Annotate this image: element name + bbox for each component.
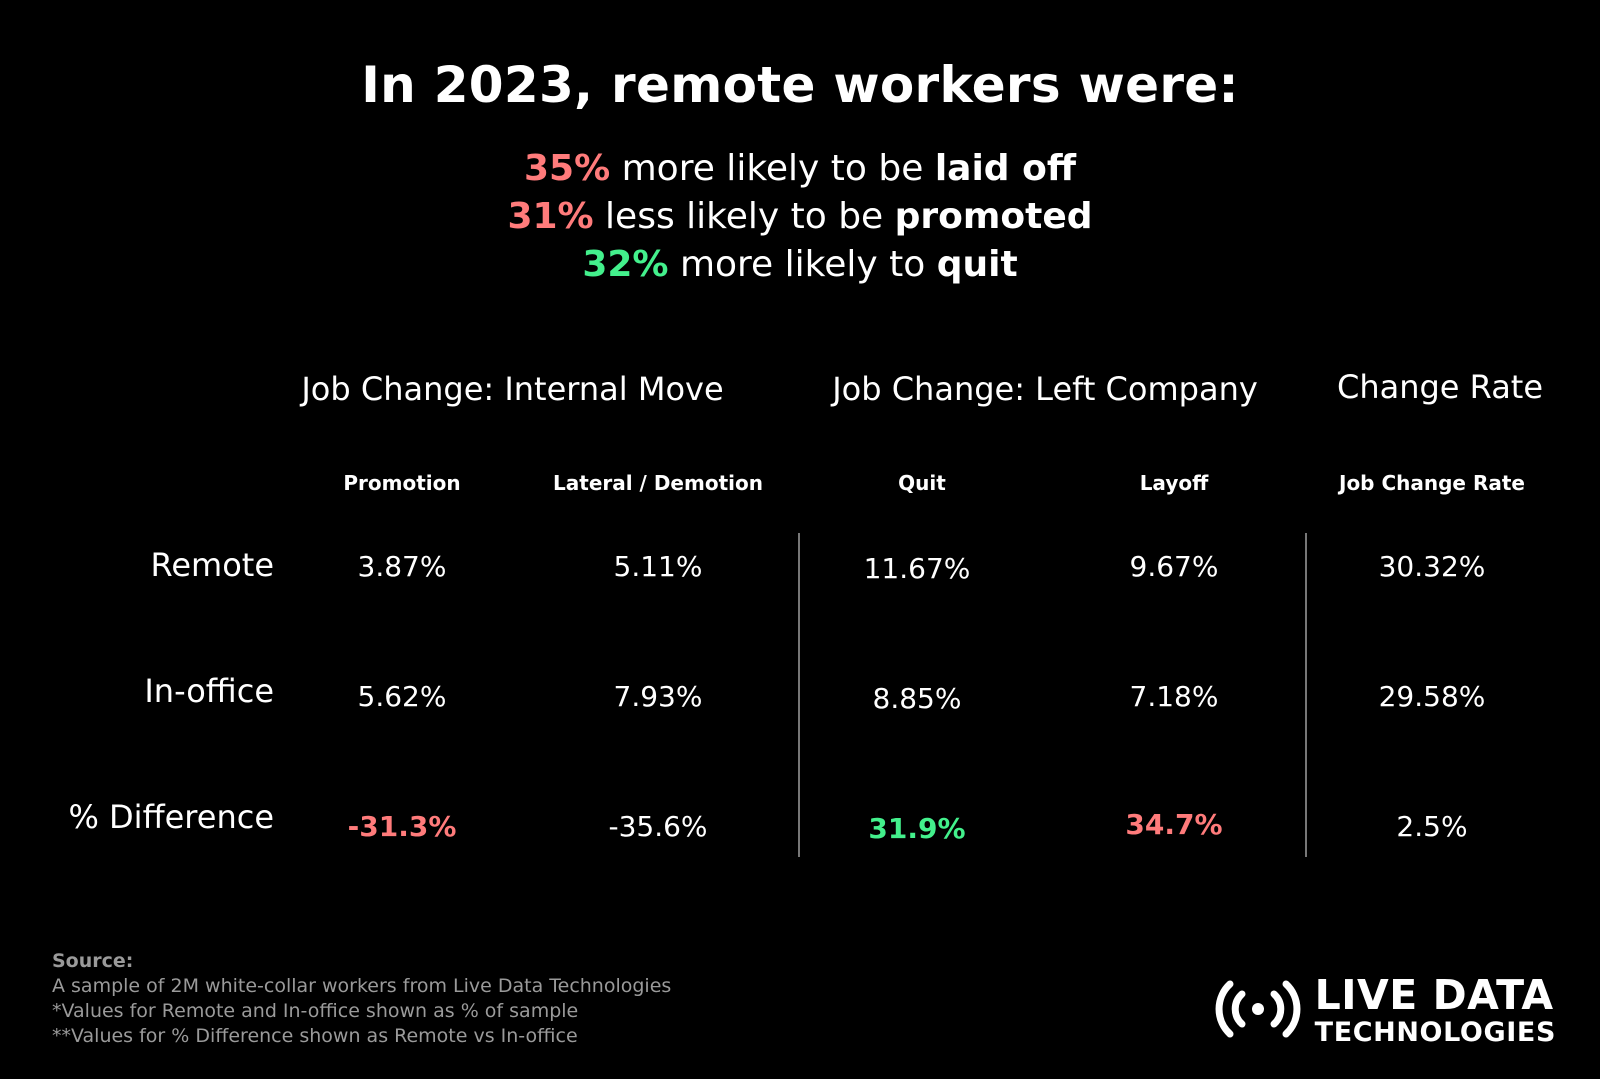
stat-text: more likely to [668, 244, 937, 285]
table-cell: 7.93% [613, 680, 703, 713]
table-cell: 3.87% [357, 550, 447, 583]
headline: In 2023, remote workers were: [361, 56, 1239, 114]
table-cell: 5.62% [357, 680, 447, 713]
column-header-quit: Quit [898, 471, 946, 495]
table-cell: -35.6% [608, 810, 708, 843]
stat-text: more likely to be [610, 148, 935, 189]
table-cell: 30.32% [1378, 550, 1486, 583]
column-header-lateral-demotion: Lateral / Demotion [553, 471, 763, 495]
column-header-job-change-rate: Job Change Rate [1339, 471, 1525, 495]
group-header-change-rate: Change Rate [1336, 368, 1544, 406]
column-divider [798, 533, 800, 857]
column-divider [1305, 533, 1307, 857]
logo-wordmark: LIVE DATA TECHNOLOGIES [1314, 971, 1556, 1048]
source-heading: Source: [52, 950, 134, 972]
stat-quit: 32% more likely to quit [0, 244, 1600, 285]
table-cell: 7.18% [1129, 680, 1219, 713]
table-cell: 29.58% [1378, 680, 1486, 713]
group-header-left-company: Job Change: Left Company [832, 370, 1258, 408]
company-logo: LIVE DATA TECHNOLOGIES [1215, 975, 1556, 1046]
table-cell-positive: 31.9% [868, 812, 966, 845]
column-header-layoff: Layoff [1139, 471, 1209, 495]
stat-promoted: 31% less likely to be promoted [0, 196, 1600, 237]
table-cell: 11.67% [863, 552, 971, 585]
table-cell-negative: 34.7% [1125, 808, 1223, 841]
row-label-in-office: In-office [144, 672, 274, 710]
table-cell: 5.11% [613, 550, 703, 583]
column-header-promotion: Promotion [343, 471, 461, 495]
stat-emphasis: promoted [894, 196, 1093, 237]
table-cell-negative: -31.3% [347, 810, 457, 843]
source-line: *Values for Remote and In-office shown a… [52, 1000, 579, 1022]
row-label-percent-difference: % Difference [68, 798, 274, 836]
table-cell: 8.85% [872, 682, 962, 715]
stat-laid-off: 35% more likely to be laid off [0, 148, 1600, 189]
logo-line-2: TECHNOLOGIES [1314, 1017, 1556, 1048]
stat-value: 32% [582, 244, 669, 285]
stat-emphasis: laid off [934, 148, 1076, 189]
stat-emphasis: quit [936, 244, 1018, 285]
table-cell: 9.67% [1129, 550, 1219, 583]
group-header-internal-move: Job Change: Internal Move [301, 370, 724, 408]
row-label-remote: Remote [150, 546, 274, 584]
table-cell: 2.5% [1396, 810, 1468, 843]
stat-value: 35% [524, 148, 611, 189]
stat-value: 31% [507, 196, 594, 237]
stat-text: less likely to be [593, 196, 895, 237]
source-line: A sample of 2M white-collar workers from… [52, 975, 672, 997]
broadcast-icon [1215, 978, 1301, 1044]
logo-line-1: LIVE DATA [1314, 971, 1554, 1019]
source-line: **Values for % Difference shown as Remot… [52, 1025, 578, 1047]
